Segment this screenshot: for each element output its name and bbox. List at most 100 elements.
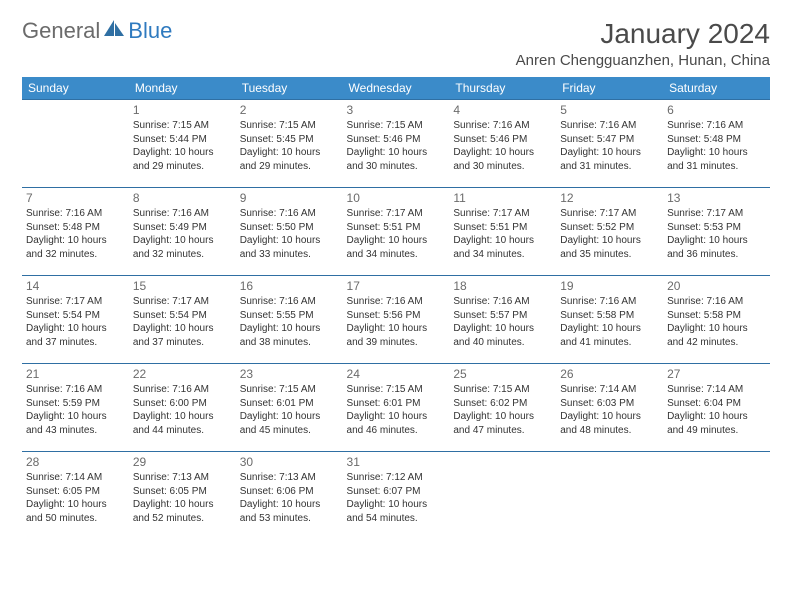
sunrise-line: Sunrise: 7:15 AM (347, 383, 446, 397)
sunset-line: Sunset: 5:56 PM (347, 309, 446, 323)
sunset-line: Sunset: 6:01 PM (347, 397, 446, 411)
sunrise-line: Sunrise: 7:16 AM (133, 207, 232, 221)
day-info: Sunrise: 7:16 AMSunset: 5:59 PMDaylight:… (26, 383, 125, 437)
daylight-line: Daylight: 10 hours and 31 minutes. (667, 146, 766, 173)
sunrise-line: Sunrise: 7:16 AM (667, 119, 766, 133)
daylight-line: Daylight: 10 hours and 48 minutes. (560, 410, 659, 437)
sunset-line: Sunset: 5:46 PM (453, 133, 552, 147)
day-number: 11 (453, 191, 552, 205)
daylight-line: Daylight: 10 hours and 29 minutes. (133, 146, 232, 173)
calendar-day-cell: 4Sunrise: 7:16 AMSunset: 5:46 PMDaylight… (449, 100, 556, 188)
sunrise-line: Sunrise: 7:16 AM (240, 207, 339, 221)
sunrise-line: Sunrise: 7:17 AM (667, 207, 766, 221)
daylight-line: Daylight: 10 hours and 53 minutes. (240, 498, 339, 525)
daylight-line: Daylight: 10 hours and 37 minutes. (133, 322, 232, 349)
sunrise-line: Sunrise: 7:16 AM (560, 295, 659, 309)
calendar-day-cell: 23Sunrise: 7:15 AMSunset: 6:01 PMDayligh… (236, 364, 343, 452)
day-number: 12 (560, 191, 659, 205)
daylight-line: Daylight: 10 hours and 39 minutes. (347, 322, 446, 349)
sunrise-line: Sunrise: 7:16 AM (240, 295, 339, 309)
day-of-week-header: Friday (556, 77, 663, 100)
day-number: 21 (26, 367, 125, 381)
sunset-line: Sunset: 6:01 PM (240, 397, 339, 411)
calendar-day-cell: 9Sunrise: 7:16 AMSunset: 5:50 PMDaylight… (236, 188, 343, 276)
day-info: Sunrise: 7:15 AMSunset: 5:45 PMDaylight:… (240, 119, 339, 173)
sunset-line: Sunset: 6:05 PM (26, 485, 125, 499)
daylight-line: Daylight: 10 hours and 38 minutes. (240, 322, 339, 349)
calendar-day-cell: 13Sunrise: 7:17 AMSunset: 5:53 PMDayligh… (663, 188, 770, 276)
day-number: 7 (26, 191, 125, 205)
day-info: Sunrise: 7:15 AMSunset: 6:01 PMDaylight:… (347, 383, 446, 437)
day-info: Sunrise: 7:14 AMSunset: 6:04 PMDaylight:… (667, 383, 766, 437)
day-number: 6 (667, 103, 766, 117)
logo: General Blue (22, 18, 172, 44)
day-number: 20 (667, 279, 766, 293)
daylight-line: Daylight: 10 hours and 37 minutes. (26, 322, 125, 349)
sunrise-line: Sunrise: 7:13 AM (133, 471, 232, 485)
calendar-day-cell: 26 Sunrise: 7:14 AMSunset: 6:03 PMDayligh… (556, 364, 663, 452)
day-of-week-header: Thursday (449, 77, 556, 100)
day-number: 14 (26, 279, 125, 293)
day-info: Sunrise: 7:14 AMSunset: 6:05 PMDaylight:… (26, 471, 125, 525)
calendar-day-cell: 30Sunrise: 7:13 AMSunset: 6:06 PMDayligh… (236, 452, 343, 540)
sunset-line: Sunset: 5:54 PM (133, 309, 232, 323)
day-info: Sunrise: 7:16 AMSunset: 5:55 PMDaylight:… (240, 295, 339, 349)
sunrise-line: Sunrise: 7:17 AM (133, 295, 232, 309)
day-info: Sunrise: 7:16 AMSunset: 5:48 PMDaylight:… (26, 207, 125, 261)
day-number: 27 (667, 367, 766, 381)
day-info: Sunrise: 7:16 AMSunset: 5:48 PMDaylight:… (667, 119, 766, 173)
sunset-line: Sunset: 6:02 PM (453, 397, 552, 411)
sunrise-line: Sunrise: 7:16 AM (667, 295, 766, 309)
calendar-body: 1Sunrise: 7:15 AMSunset: 5:44 PMDaylight… (22, 100, 770, 540)
sunset-line: Sunset: 5:51 PM (347, 221, 446, 235)
calendar-day-cell (556, 452, 663, 540)
day-of-week-header: Sunday (22, 77, 129, 100)
calendar-day-cell: 6 Sunrise: 7:16 AMSunset: 5:48 PMDaylight… (663, 100, 770, 188)
day-info: Sunrise: 7:17 AMSunset: 5:51 PMDaylight:… (453, 207, 552, 261)
sunset-line: Sunset: 5:45 PM (240, 133, 339, 147)
day-of-week-header: Wednesday (343, 77, 450, 100)
day-info: Sunrise: 7:14 AMSunset: 6:03 PMDaylight:… (560, 383, 659, 437)
header: General Blue January 2024 Anren Chenggua… (22, 18, 770, 69)
sunrise-line: Sunrise: 7:17 AM (347, 207, 446, 221)
day-number: 24 (347, 367, 446, 381)
daylight-line: Daylight: 10 hours and 29 minutes. (240, 146, 339, 173)
day-info: Sunrise: 7:12 AMSunset: 6:07 PMDaylight:… (347, 471, 446, 525)
sunset-line: Sunset: 5:59 PM (26, 397, 125, 411)
daylight-line: Daylight: 10 hours and 45 minutes. (240, 410, 339, 437)
day-number: 17 (347, 279, 446, 293)
calendar-day-cell: 31 Sunrise: 7:12 AMSunset: 6:07 PMDayligh… (343, 452, 450, 540)
day-number: 1 (133, 103, 232, 117)
day-info: Sunrise: 7:16 AMSunset: 6:00 PMDaylight:… (133, 383, 232, 437)
calendar-day-cell: 22Sunrise: 7:16 AMSunset: 6:00 PMDayligh… (129, 364, 236, 452)
sunrise-line: Sunrise: 7:15 AM (453, 383, 552, 397)
sunset-line: Sunset: 6:06 PM (240, 485, 339, 499)
daylight-line: Daylight: 10 hours and 34 minutes. (453, 234, 552, 261)
daylight-line: Daylight: 10 hours and 49 minutes. (667, 410, 766, 437)
day-of-week-header: Saturday (663, 77, 770, 100)
sunrise-line: Sunrise: 7:16 AM (26, 383, 125, 397)
sunset-line: Sunset: 5:58 PM (667, 309, 766, 323)
logo-sail-icon (102, 20, 126, 43)
day-number: 31 (347, 455, 446, 469)
sunset-line: Sunset: 5:58 PM (560, 309, 659, 323)
sunset-line: Sunset: 5:55 PM (240, 309, 339, 323)
calendar-day-cell: 1Sunrise: 7:15 AMSunset: 5:44 PMDaylight… (129, 100, 236, 188)
day-info: Sunrise: 7:15 AMSunset: 6:01 PMDaylight:… (240, 383, 339, 437)
sunrise-line: Sunrise: 7:16 AM (453, 295, 552, 309)
day-info: Sunrise: 7:16 AMSunset: 5:50 PMDaylight:… (240, 207, 339, 261)
day-info: Sunrise: 7:17 AMSunset: 5:53 PMDaylight:… (667, 207, 766, 261)
sunrise-line: Sunrise: 7:17 AM (26, 295, 125, 309)
sunrise-line: Sunrise: 7:14 AM (667, 383, 766, 397)
day-info: Sunrise: 7:16 AMSunset: 5:58 PMDaylight:… (560, 295, 659, 349)
day-number: 26 (560, 367, 659, 381)
daylight-line: Daylight: 10 hours and 30 minutes. (453, 146, 552, 173)
calendar-day-cell (22, 100, 129, 188)
day-info: Sunrise: 7:17 AMSunset: 5:54 PMDaylight:… (26, 295, 125, 349)
calendar-day-cell: 21 Sunrise: 7:16 AMSunset: 5:59 PMDayligh… (22, 364, 129, 452)
daylight-line: Daylight: 10 hours and 30 minutes. (347, 146, 446, 173)
calendar-week-row: 14Sunrise: 7:17 AMSunset: 5:54 PMDayligh… (22, 276, 770, 364)
sunset-line: Sunset: 5:57 PM (453, 309, 552, 323)
daylight-line: Daylight: 10 hours and 42 minutes. (667, 322, 766, 349)
calendar-day-cell (449, 452, 556, 540)
